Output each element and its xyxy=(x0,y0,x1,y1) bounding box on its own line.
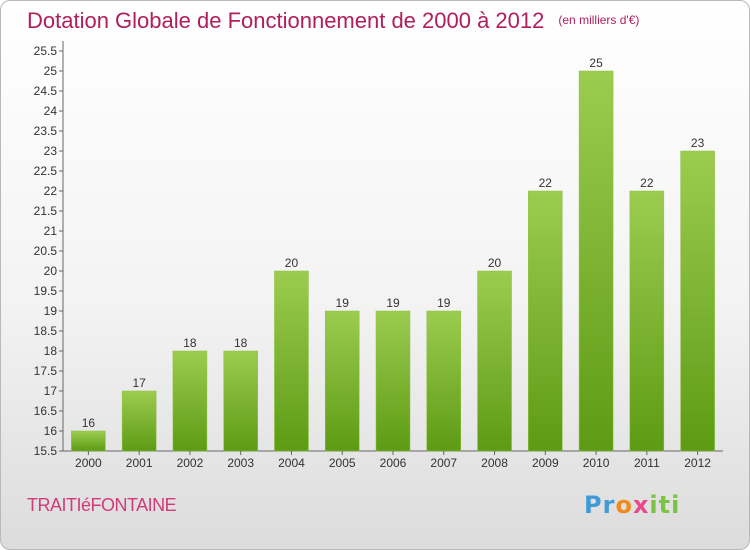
logo-part: Pr xyxy=(584,491,616,519)
y-tick-label: 21.5 xyxy=(34,204,58,218)
bar xyxy=(375,310,411,452)
y-tick-label: 19 xyxy=(44,304,58,318)
logo-part: x xyxy=(632,491,650,519)
y-tick-label: 22.5 xyxy=(34,164,58,178)
x-tick-label: 2010 xyxy=(583,456,610,470)
bar xyxy=(324,310,360,452)
bar-value-label: 20 xyxy=(285,256,299,270)
y-tick-label: 16.5 xyxy=(34,404,58,418)
bar-value-label: 19 xyxy=(336,296,350,310)
chart-title-text: Dotation Globale de Fonctionnement de 20… xyxy=(27,8,545,33)
x-tick-label: 2000 xyxy=(75,456,102,470)
bar-value-label: 18 xyxy=(183,336,197,350)
y-tick-label: 24.5 xyxy=(34,84,58,98)
town-name: TRAITIéFONTAINE xyxy=(27,495,177,515)
y-tick-label: 17.5 xyxy=(34,364,58,378)
x-tick-label: 2004 xyxy=(278,456,305,470)
bar xyxy=(172,350,208,452)
bar xyxy=(426,310,462,452)
y-tick-label: 21 xyxy=(44,224,58,238)
x-tick-label: 2006 xyxy=(380,456,407,470)
y-tick-label: 22 xyxy=(44,184,58,198)
y-tick-label: 18 xyxy=(44,344,58,358)
bar-value-label: 22 xyxy=(640,176,654,190)
x-tick-label: 2011 xyxy=(634,456,660,470)
bar-value-label: 19 xyxy=(386,296,400,310)
x-tick-label: 2008 xyxy=(481,456,508,470)
bar xyxy=(71,430,106,452)
x-tick-label: 2003 xyxy=(227,456,254,470)
bar xyxy=(680,150,715,452)
y-tick-label: 23 xyxy=(44,144,58,158)
bar-value-label: 20 xyxy=(488,256,502,270)
bar-value-label: 23 xyxy=(691,136,705,150)
bar-value-label: 25 xyxy=(589,56,603,70)
y-tick-label: 16 xyxy=(44,424,58,438)
y-tick-label: 24 xyxy=(44,104,58,118)
x-tick-label: 2002 xyxy=(177,456,204,470)
bar xyxy=(578,70,614,452)
bar xyxy=(223,350,258,452)
proxiti-logo: Proxiti xyxy=(584,491,680,519)
x-tick-label: 2001 xyxy=(126,456,153,470)
y-tick-label: 19.5 xyxy=(34,284,58,298)
y-tick-label: 25.5 xyxy=(34,44,58,58)
bar xyxy=(274,270,309,452)
logo-part: o xyxy=(615,491,633,519)
x-tick-label: 2007 xyxy=(430,456,457,470)
bar xyxy=(629,190,665,452)
y-tick-label: 15.5 xyxy=(34,444,58,458)
chart-unit: (en milliers d'€) xyxy=(558,13,640,27)
bar-value-label: 17 xyxy=(132,376,146,390)
y-tick-label: 20 xyxy=(44,264,58,278)
y-tick-label: 20.5 xyxy=(34,244,58,258)
chart-title: Dotation Globale de Fonctionnement de 20… xyxy=(27,8,639,34)
y-tick-label: 23.5 xyxy=(34,124,58,138)
y-tick-label: 17 xyxy=(44,384,58,398)
bar-value-label: 18 xyxy=(234,336,248,350)
y-tick-label: 25 xyxy=(44,64,58,78)
x-tick-label: 2005 xyxy=(329,456,356,470)
bar-value-label: 16 xyxy=(82,416,96,430)
bar-value-label: 19 xyxy=(437,296,451,310)
bar xyxy=(528,190,563,452)
bar xyxy=(121,390,157,452)
x-tick-label: 2009 xyxy=(532,456,559,470)
logo-part: iti xyxy=(649,491,681,519)
bar xyxy=(477,270,512,452)
x-tick-label: 2012 xyxy=(684,456,711,470)
bar-value-label: 22 xyxy=(539,176,553,190)
y-tick-label: 18.5 xyxy=(34,324,58,338)
